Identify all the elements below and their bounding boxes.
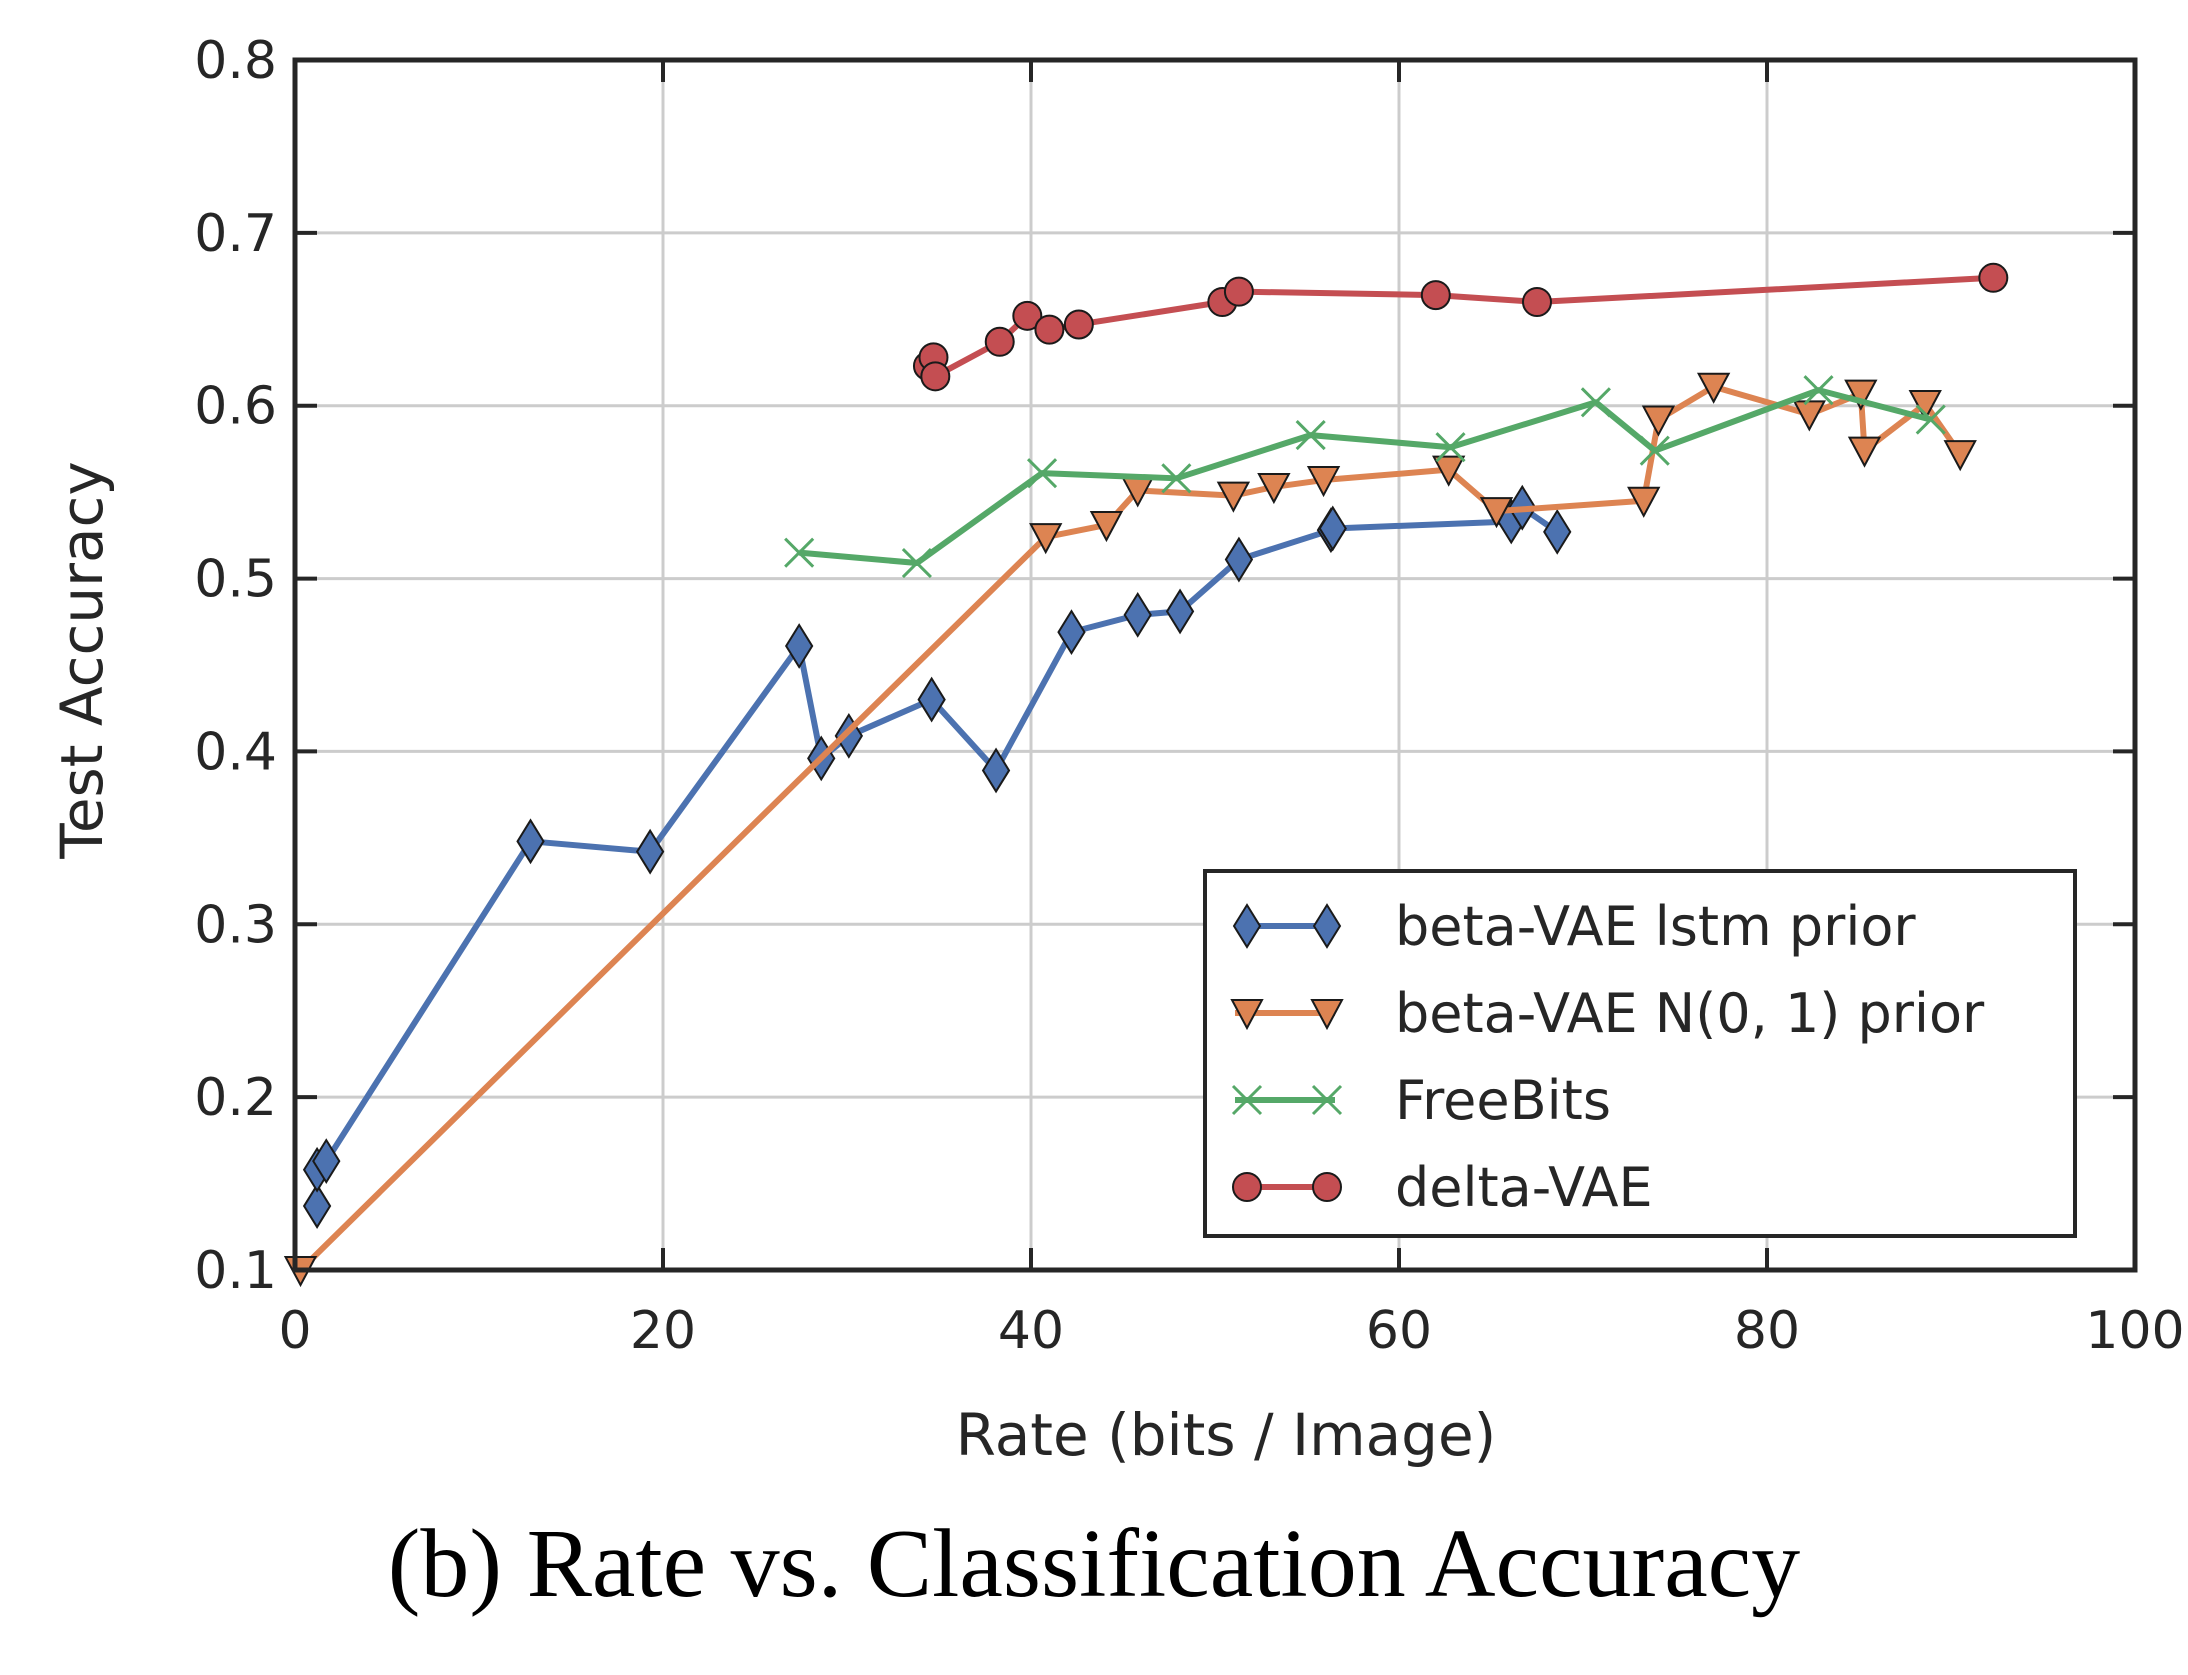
plot-frame	[292, 57, 2138, 1273]
data-point	[1435, 432, 1466, 463]
legend-marker	[1312, 903, 1342, 949]
data-point	[1420, 280, 1451, 311]
legend-entry: delta-VAE	[1232, 1156, 1653, 1219]
y-tick-label: 0.8	[194, 31, 277, 91]
data-point	[1432, 455, 1466, 487]
series-3	[912, 262, 2009, 392]
data-point	[1943, 440, 1977, 472]
data-point	[1123, 591, 1152, 638]
legend-marker	[1232, 903, 1262, 949]
legend-marker	[1230, 999, 1264, 1031]
data-point	[1161, 463, 1192, 494]
y-tick-label: 0.7	[194, 204, 277, 264]
data-point	[920, 361, 951, 392]
data-point	[1627, 486, 1661, 518]
data-point	[516, 818, 545, 865]
y-tick-label: 0.6	[194, 377, 277, 437]
y-tick-label: 0.4	[194, 722, 277, 782]
y-axis-label: Test Accuracy	[48, 461, 116, 859]
data-point	[635, 828, 665, 875]
series-line	[798, 387, 1932, 567]
y-tick-label: 0.5	[194, 550, 277, 610]
data-point	[1847, 436, 1882, 468]
legend-box	[1203, 869, 2077, 1238]
data-point	[1306, 466, 1341, 498]
series-1	[283, 372, 1977, 1288]
data-point	[1012, 300, 1043, 331]
data-point	[1026, 458, 1058, 489]
data-point	[1844, 379, 1878, 411]
figure-caption: (b) Rate vs. Classification Accuracy	[387, 1510, 1801, 1618]
data-point	[1057, 609, 1086, 656]
data-point	[834, 712, 864, 759]
series-layer	[283, 262, 2009, 1288]
data-point	[1318, 505, 1347, 552]
legend-label: delta-VAE	[1395, 1156, 1653, 1219]
x-tick-label: 80	[1734, 1301, 1800, 1361]
data-point	[917, 676, 946, 723]
tick-labels: 0 20 40 60 80 100 0.1 0.2 0.3 0.4 0.5 0.6 0.7 0.8	[194, 31, 2184, 1361]
x-tick-label: 60	[1366, 1301, 1432, 1361]
data-point	[984, 326, 1015, 357]
data-point	[1696, 372, 1731, 404]
legend-label: FreeBits	[1395, 1069, 1611, 1132]
data-point	[1543, 509, 1572, 555]
data-point	[1580, 387, 1611, 418]
x-axis-label: Rate (bits / Image)	[956, 1401, 1497, 1469]
data-point	[302, 1183, 332, 1229]
legend-marker	[1312, 1172, 1342, 1202]
data-point	[1803, 375, 1834, 406]
data-point	[784, 623, 814, 669]
legend-marker	[1232, 1172, 1262, 1202]
legend-marker	[1231, 1084, 1263, 1116]
x-tick-label: 0	[278, 1301, 311, 1361]
data-point	[1034, 314, 1065, 345]
y-tick-label: 0.1	[194, 1241, 277, 1301]
data-point	[784, 537, 815, 568]
data-point	[901, 547, 932, 579]
data-point	[1639, 435, 1670, 466]
data-point	[1479, 497, 1514, 529]
data-point	[1089, 510, 1124, 543]
data-point	[1224, 536, 1254, 583]
legend-marker	[1310, 999, 1344, 1031]
legend-label: beta-VAE N(0, 1) prior	[1395, 982, 1985, 1045]
y-tick-label: 0.3	[194, 895, 277, 955]
data-point	[1216, 481, 1251, 513]
data-point	[1165, 588, 1195, 635]
legend-marker	[1311, 1084, 1343, 1116]
legend-entry: beta-VAE lstm prior	[1232, 895, 1916, 958]
x-tick-label: 40	[998, 1301, 1064, 1361]
data-point	[1792, 400, 1826, 432]
data-point	[1641, 405, 1676, 437]
data-point	[1063, 309, 1094, 340]
data-point	[981, 747, 1011, 794]
series-0	[302, 484, 1572, 1229]
data-point	[1223, 276, 1254, 307]
legend-label: beta-VAE lstm prior	[1395, 895, 1916, 958]
data-point	[1522, 287, 1552, 317]
legend-entry: beta-VAE N(0, 1) prior	[1230, 982, 1985, 1045]
data-point	[1978, 262, 2009, 293]
data-point	[1257, 472, 1291, 505]
data-point	[1915, 404, 1946, 435]
series-2	[784, 375, 1946, 579]
x-tick-label: 20	[630, 1301, 696, 1361]
axes	[292, 57, 2138, 1273]
data-point	[1029, 523, 1063, 555]
data-point	[1295, 420, 1326, 451]
legend: beta-VAE lstm prior beta-VAE N(0, 1) prio…	[1203, 869, 2077, 1238]
legend-entry: FreeBits	[1231, 1069, 1611, 1132]
x-tick-label: 100	[2085, 1301, 2184, 1361]
data-point	[312, 1138, 341, 1184]
y-tick-label: 0.2	[194, 1068, 277, 1128]
